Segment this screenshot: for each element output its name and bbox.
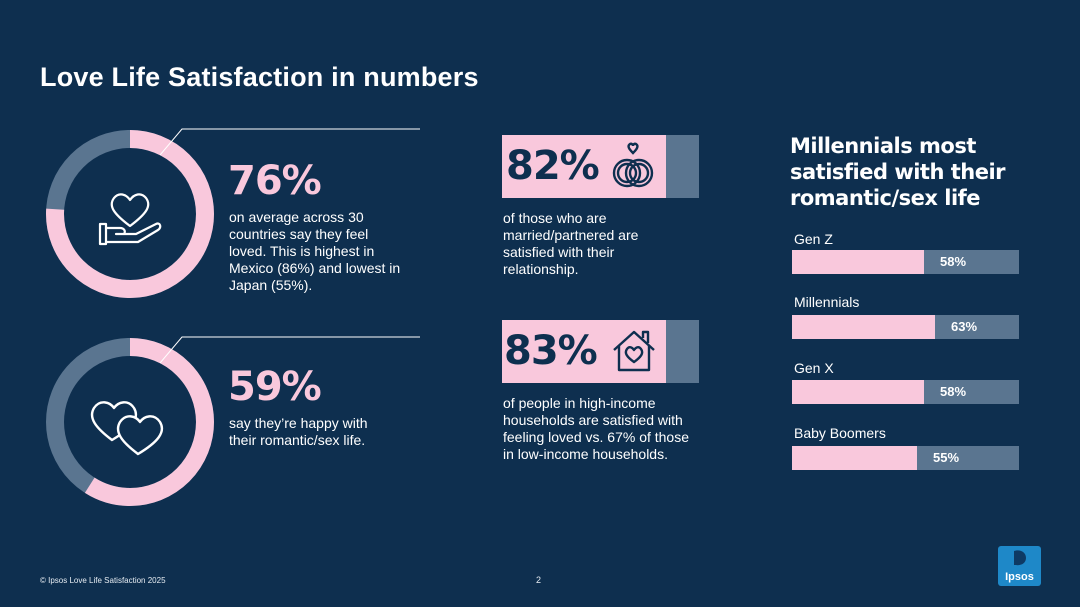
box-2-line: households are satisfied with bbox=[503, 412, 683, 428]
box-value-1: 82% bbox=[506, 143, 600, 189]
box-1-line: relationship. bbox=[503, 261, 579, 277]
bar-gen-x bbox=[792, 380, 924, 404]
donut-1-slice bbox=[46, 130, 214, 298]
bar-gen-z bbox=[792, 250, 924, 274]
box-2: 83% bbox=[502, 320, 666, 383]
footer-copyright: © Ipsos Love Life Satisfaction 2025 bbox=[40, 576, 166, 585]
stat-text-1: on average across 30 countries say they … bbox=[229, 209, 400, 294]
stat-1-line: loved. This is highest in bbox=[229, 243, 375, 259]
box-text-1: of those who are married/partnered are s… bbox=[503, 210, 638, 278]
box-1: 82% bbox=[502, 135, 666, 198]
box-1-tab bbox=[664, 135, 699, 198]
box-value-2: 83% bbox=[504, 328, 598, 374]
box-2-line: of people in high-income bbox=[503, 395, 656, 411]
box-1-line: satisfied with their bbox=[503, 244, 615, 260]
stat-1-line: Mexico (86%) and lowest in bbox=[229, 260, 401, 276]
bar-baby-boomers bbox=[792, 446, 917, 470]
stat-value-2: 59% bbox=[228, 364, 322, 410]
box-2-line: in low-income households. bbox=[503, 446, 668, 462]
page-number: 2 bbox=[536, 575, 542, 585]
generations-title-line: romantic/sex life bbox=[790, 186, 981, 210]
bar-value-label: 63% bbox=[951, 319, 978, 334]
bar-track: 58% bbox=[792, 380, 1019, 404]
ipsos-logo: Ipsos bbox=[998, 546, 1041, 586]
bar-millennials bbox=[792, 315, 935, 339]
donut-2-slice bbox=[46, 338, 214, 506]
bar-category-label: Gen Z bbox=[794, 231, 833, 247]
generations-chart-title: Millennials most satisfied with their ro… bbox=[790, 133, 1030, 211]
heart-in-hand-icon bbox=[98, 193, 162, 246]
box-1-line: married/partnered are bbox=[503, 227, 639, 243]
stat-1-line: Japan (55%). bbox=[229, 277, 313, 293]
stat-2-line: say they’re happy with bbox=[229, 415, 368, 431]
box-2-tab bbox=[664, 320, 699, 383]
stat-1-line: countries say they feel bbox=[229, 226, 369, 242]
stat-2-line: their romantic/sex life. bbox=[229, 432, 366, 448]
page-title: Love Life Satisfaction in numbers bbox=[40, 62, 479, 92]
donut-chart-2 bbox=[46, 338, 214, 506]
bar-track: 63% bbox=[792, 315, 1019, 339]
bar-category-label: Gen X bbox=[794, 360, 834, 376]
stat-value-1: 76% bbox=[228, 158, 322, 204]
wedding-rings-icon bbox=[612, 142, 654, 188]
bar-track: 55% bbox=[792, 446, 1019, 470]
bar-category-label: Millennials bbox=[794, 294, 860, 310]
box-2-line: feeling loved vs. 67% of those bbox=[503, 429, 690, 445]
bar-value-label: 55% bbox=[933, 450, 960, 465]
bar-value-label: 58% bbox=[940, 384, 967, 399]
stat-1-line: on average across 30 bbox=[229, 209, 364, 225]
connector-line-1 bbox=[160, 128, 420, 156]
house-heart-icon bbox=[613, 330, 655, 372]
box-text-2: of people in high-income households are … bbox=[503, 395, 689, 463]
generations-title-line: satisfied with their bbox=[790, 160, 1006, 184]
two-hearts-icon bbox=[90, 401, 164, 456]
connector-line-2 bbox=[160, 336, 420, 364]
donut-chart-1 bbox=[46, 130, 214, 298]
generations-title-line: Millennials most bbox=[790, 134, 976, 158]
box-1-line: of those who are bbox=[503, 210, 607, 226]
bar-category-label: Baby Boomers bbox=[794, 425, 886, 441]
logo-mark-icon bbox=[1014, 550, 1026, 566]
bar-track: 58% bbox=[792, 250, 1019, 274]
logo-text: Ipsos bbox=[1005, 571, 1034, 583]
bar-value-label: 58% bbox=[940, 254, 967, 269]
stat-text-2: say they’re happy with their romantic/se… bbox=[229, 415, 368, 449]
